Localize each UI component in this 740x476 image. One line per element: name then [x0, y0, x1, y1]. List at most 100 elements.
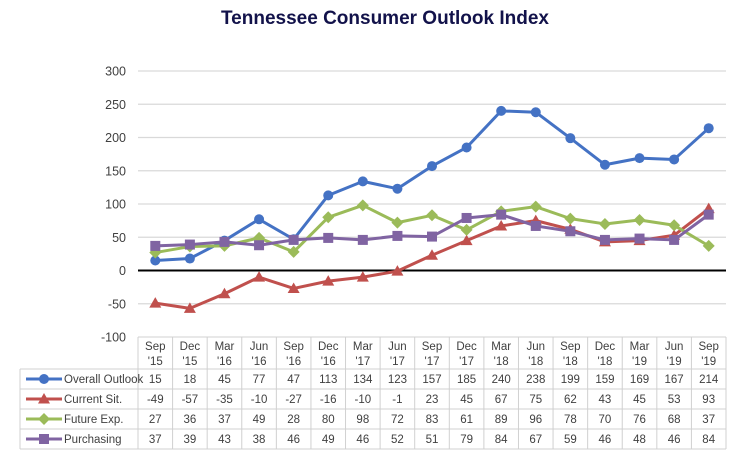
data-value: -1: [392, 394, 402, 406]
data-value: 45: [633, 394, 646, 406]
data-value: 72: [391, 414, 404, 426]
data-value: 18: [183, 374, 196, 386]
data-point: [322, 275, 335, 286]
data-point: [703, 209, 714, 220]
x-tick-label-month: Mar: [353, 341, 373, 353]
data-value: 240: [492, 374, 511, 386]
data-point: [634, 153, 645, 164]
x-tick-label-month: Sep: [422, 341, 442, 353]
data-point: [564, 212, 577, 225]
data-value: 238: [526, 374, 545, 386]
data-point: [287, 245, 300, 258]
data-value: 23: [426, 394, 439, 406]
data-value: 67: [529, 434, 542, 446]
data-value: -10: [251, 394, 268, 406]
data-point: [496, 105, 507, 116]
x-tick-label-year: '19: [701, 356, 716, 368]
y-tick-label: 50: [112, 231, 126, 245]
data-value: -16: [320, 394, 337, 406]
x-tick-label-year: '15: [182, 356, 197, 368]
data-point: [149, 297, 162, 308]
x-tick-label-year: '18: [528, 356, 543, 368]
data-value: 80: [322, 414, 335, 426]
data-value: 52: [391, 434, 404, 446]
data-point: [322, 211, 335, 224]
data-point: [634, 233, 645, 244]
x-tick-label-year: '16: [252, 356, 267, 368]
data-point: [150, 240, 161, 251]
data-value: 89: [495, 414, 508, 426]
data-value: 84: [702, 434, 715, 446]
legend-key-triangle-icon: [38, 393, 50, 404]
data-value: 37: [702, 414, 715, 426]
data-value: 134: [353, 374, 373, 386]
data-point: [669, 154, 680, 165]
data-point: [599, 234, 610, 245]
data-value: 37: [218, 414, 231, 426]
data-point: [323, 190, 334, 201]
table-row: Current Sit. -49 -57 -35 -10 -27 -16 -10 -1 23 45 6…: [26, 393, 715, 406]
data-point: [530, 220, 541, 231]
legend-key-diamond-icon: [38, 413, 50, 425]
data-value: 76: [633, 414, 646, 426]
data-value: 96: [529, 414, 542, 426]
data-value: 67: [495, 394, 508, 406]
data-value: 68: [668, 414, 681, 426]
data-value: 43: [599, 394, 612, 406]
y-tick-label: 100: [105, 198, 126, 212]
data-value: 47: [287, 374, 300, 386]
data-value: 46: [668, 434, 681, 446]
data-value: 113: [319, 374, 337, 386]
data-point: [460, 234, 473, 246]
data-value: 43: [218, 434, 231, 446]
x-tick-label-year: '16: [286, 356, 301, 368]
table-row: Future Exp. 27 36 37 49 28 80 98 72 83 61 89 96 78 70 7…: [26, 413, 715, 426]
data-value: -49: [147, 394, 164, 406]
x-tick-label-year: '18: [563, 356, 578, 368]
x-tick-label-month: Jun: [250, 341, 269, 353]
data-point: [703, 123, 714, 134]
data-value: 46: [356, 434, 369, 446]
x-tick-label-year: '17: [390, 356, 405, 368]
data-value: 62: [564, 394, 577, 406]
x-tick-label-month: Sep: [283, 341, 303, 353]
data-value: 70: [599, 414, 612, 426]
data-value: -57: [182, 394, 199, 406]
data-value: 59: [564, 434, 577, 446]
y-tick-label: 0: [119, 264, 126, 278]
data-point: [287, 282, 300, 293]
data-value: 46: [287, 434, 300, 446]
x-tick-label-month: Sep: [145, 341, 165, 353]
x-tick-label-year: '19: [632, 356, 647, 368]
data-point: [357, 234, 368, 245]
data-value: 157: [422, 374, 441, 386]
y-tick-label: -100: [101, 331, 126, 345]
data-point: [183, 302, 196, 313]
data-point: [426, 249, 438, 260]
data-value: 49: [253, 414, 266, 426]
data-point: [391, 265, 404, 276]
y-axis: 300 250 200 150 100 50 0 -50 -100: [101, 65, 126, 345]
data-point: [633, 213, 646, 226]
data-value: 185: [457, 374, 476, 386]
legend-label: Future Exp.: [64, 414, 123, 426]
x-tick-label-year: '18: [597, 356, 612, 368]
series-purchasing: [150, 209, 714, 251]
x-tick-label-year: '18: [494, 356, 509, 368]
x-tick-label-month: Dec: [180, 341, 201, 353]
legend-key-square-icon: [39, 434, 49, 444]
data-value: 48: [633, 434, 646, 446]
x-tick-label-month: Sep: [698, 341, 718, 353]
x-tick-label-year: '17: [425, 356, 440, 368]
y-tick-label: 250: [105, 98, 126, 112]
data-point: [565, 226, 576, 237]
data-point: [184, 253, 195, 264]
x-tick-label-year: '17: [459, 356, 474, 368]
y-tick-label: 150: [105, 164, 126, 178]
data-point: [530, 107, 541, 118]
data-point: [254, 214, 265, 225]
data-point: [702, 239, 715, 252]
x-tick-label-month: Sep: [560, 341, 580, 353]
gridlines: [138, 70, 726, 305]
data-value: 93: [702, 394, 715, 406]
